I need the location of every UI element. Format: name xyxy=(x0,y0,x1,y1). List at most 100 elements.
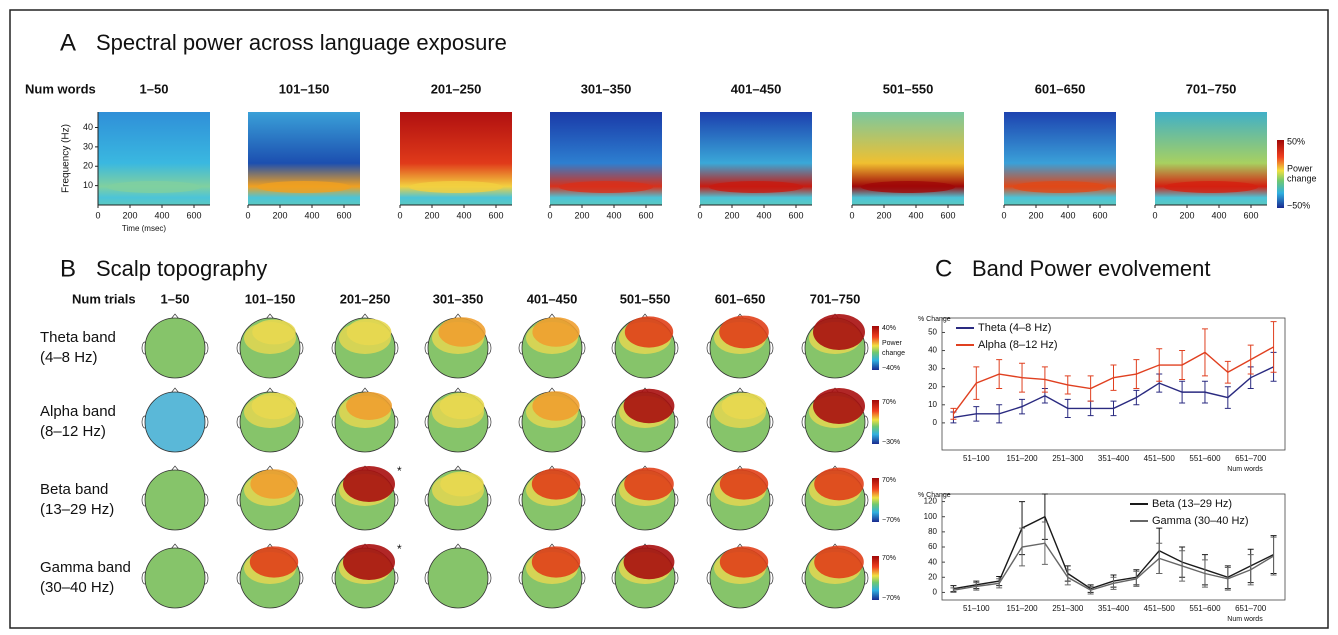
scalp-blob xyxy=(532,317,579,347)
panel-title: Band Power evolvement xyxy=(972,256,1210,281)
scalp-map xyxy=(145,470,205,530)
scalp-map xyxy=(145,392,205,452)
x-tick-label: 151–200 xyxy=(1006,604,1038,613)
scalp-blob xyxy=(814,468,864,501)
scalp-blob xyxy=(532,468,580,499)
scalp-blob xyxy=(624,389,675,423)
colorbar-min: −40% xyxy=(882,365,900,372)
heatmap-band xyxy=(257,181,351,193)
scalp-blob xyxy=(532,391,579,421)
colorbar-min: −70% xyxy=(882,595,900,602)
x-tick-label: 200 xyxy=(876,210,891,220)
figure: ASpectral power across language exposure… xyxy=(0,0,1338,635)
scalp-blob xyxy=(720,546,768,577)
y-tick-label: 0 xyxy=(933,418,938,427)
heatmap-band xyxy=(559,181,653,193)
column-label: 301–350 xyxy=(581,81,632,96)
y-axis-label: % Change xyxy=(918,316,951,323)
colorbar-title: change xyxy=(1287,173,1317,183)
scalp-blob xyxy=(440,393,485,419)
x-tick-label: 600 xyxy=(1092,210,1107,220)
colorbar-max: 70% xyxy=(882,477,896,484)
legend-label: Gamma (30–40 Hz) xyxy=(1152,515,1249,527)
legend-label: Beta (13–29 Hz) xyxy=(1152,498,1232,510)
scalp-blob xyxy=(813,388,865,424)
heatmap-band xyxy=(409,181,503,193)
scalp-map xyxy=(145,318,205,378)
x-tick-label: 551–600 xyxy=(1189,604,1221,613)
scalp-blob xyxy=(624,468,674,501)
y-tick-label: 10 xyxy=(83,180,93,190)
row-range: (4–8 Hz) xyxy=(40,349,98,366)
y-axis-label: Frequency (Hz) xyxy=(61,124,72,193)
heatmap-band xyxy=(861,181,955,193)
x-tick-label: 351–400 xyxy=(1098,604,1130,613)
significance-marker: * xyxy=(397,464,402,478)
x-tick-label: 400 xyxy=(456,210,471,220)
x-tick-label: 600 xyxy=(1243,210,1258,220)
column-label: 601–650 xyxy=(1035,81,1086,96)
x-tick-label: 451–500 xyxy=(1144,454,1176,463)
scalp-blob xyxy=(347,319,392,345)
scalp-blob xyxy=(532,546,580,577)
column-label: 101–150 xyxy=(279,81,330,96)
colorbar-min: −70% xyxy=(882,517,900,524)
y-tick-label: 0 xyxy=(933,588,938,597)
y-tick-label: 80 xyxy=(928,527,937,536)
colorbar xyxy=(872,326,879,370)
panel-letter: C xyxy=(935,255,952,282)
x-tick-label: 151–200 xyxy=(1006,454,1038,463)
colorbar-max: 70% xyxy=(882,399,896,406)
row-label: Num trials xyxy=(72,291,136,306)
column-label: 501–550 xyxy=(620,291,671,306)
row-name: Theta band xyxy=(40,329,116,346)
scalp-blob xyxy=(624,545,675,579)
colorbar-min: −50% xyxy=(1287,200,1310,210)
row-label: Num words xyxy=(25,81,96,96)
column-label: 401–450 xyxy=(731,81,782,96)
scalp-blob xyxy=(720,468,768,499)
x-tick-label: 600 xyxy=(940,210,955,220)
x-tick-label: 51–100 xyxy=(963,604,990,613)
colorbar-title: Power xyxy=(882,340,903,347)
x-tick-label: 200 xyxy=(424,210,439,220)
x-tick-label: 400 xyxy=(606,210,621,220)
scalp-blob xyxy=(346,392,392,420)
column-label: 101–150 xyxy=(245,291,296,306)
y-tick-label: 100 xyxy=(924,512,938,521)
x-tick-label: 651–700 xyxy=(1235,604,1267,613)
scalp-blob xyxy=(252,320,296,345)
y-tick-label: 30 xyxy=(83,141,93,151)
colorbar xyxy=(872,400,879,444)
heatmap-band xyxy=(1013,181,1107,193)
y-tick-label: 20 xyxy=(928,572,937,581)
column-label: 1–50 xyxy=(140,81,169,96)
y-tick-label: 60 xyxy=(928,542,937,551)
scalp-blob xyxy=(252,393,297,419)
x-tick-label: 200 xyxy=(1179,210,1194,220)
heatmap-band xyxy=(107,181,201,193)
y-tick-label: 40 xyxy=(928,557,937,566)
column-label: 201–250 xyxy=(431,81,482,96)
colorbar-title: Power xyxy=(1287,163,1313,173)
x-tick-label: 200 xyxy=(574,210,589,220)
y-tick-label: 40 xyxy=(928,346,937,355)
row-name: Alpha band xyxy=(40,403,116,420)
colorbar-title: change xyxy=(882,350,905,357)
scalp-blob xyxy=(625,316,673,347)
x-tick-label: 200 xyxy=(1028,210,1043,220)
x-tick-label: 0 xyxy=(547,210,552,220)
row-range: (13–29 Hz) xyxy=(40,501,114,518)
legend-label: Alpha (8–12 Hz) xyxy=(978,339,1058,351)
column-label: 401–450 xyxy=(527,291,578,306)
scalp-blob xyxy=(343,466,395,502)
x-tick-label: 651–700 xyxy=(1235,454,1267,463)
column-label: 301–350 xyxy=(433,291,484,306)
scalp-blob xyxy=(438,317,485,347)
column-label: 201–250 xyxy=(340,291,391,306)
column-label: 501–550 xyxy=(883,81,934,96)
scalp-blob xyxy=(814,546,864,579)
x-tick-label: 600 xyxy=(638,210,653,220)
page: Spectral power figure {"panel_a": {"lett… xyxy=(0,0,1338,635)
row-name: Gamma band xyxy=(40,559,131,576)
